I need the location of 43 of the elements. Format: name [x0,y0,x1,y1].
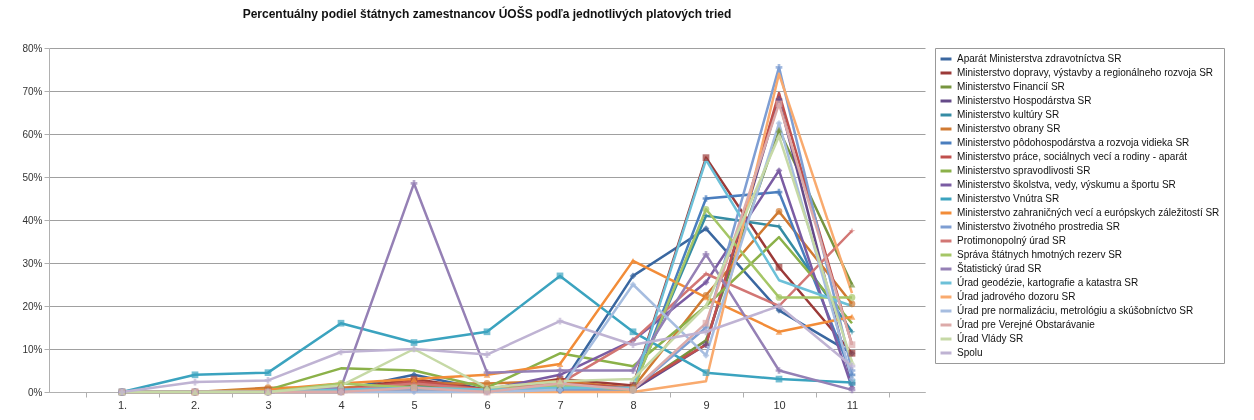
legend-label: Ministerstvo Hospodárstva SR [957,95,1092,106]
x-tick-label: 10 [773,398,786,411]
legend-label: Úrad pre normalizáciu, metrológiu a skúšobníctvo SR [957,304,1194,316]
legend-label: Úrad geodézie, kartografie a katastra SR [957,276,1139,288]
x-tick-label: 5 [411,398,418,411]
y-tick-label: 60% [22,128,43,140]
legend-label: Ministerstvo Vnútra SR [957,193,1060,204]
x-tick-label: 1. [117,398,128,411]
y-tick-label: 40% [22,214,43,226]
y-tick-label: 70% [22,85,43,97]
y-tick-label: 20% [22,300,43,312]
legend-label: Štatistický úrad SR [957,262,1042,274]
y-tick-label: 0% [28,386,43,398]
y-tick-label: 80% [22,42,43,54]
legend-label: Ministerstvo kultúry SR [957,109,1060,120]
legend-label: Ministerstvo Financií SR [957,81,1065,92]
x-tick-label: 11 [846,398,859,411]
legend-label: Ministerstvo dopravy, výstavby a regionálneho rozvoja SR [957,67,1214,78]
legend-label: Protimonopolný úrad SR [957,235,1066,246]
legend-label: Ministerstvo spravodlivosti SR [957,165,1091,176]
x-tick-label: 9 [703,398,710,411]
legend-label: Správa štátnych hmotných rezerv SR [957,249,1123,260]
legend-label: Ministerstvo práce, sociálnych vecí a rodiny - aparát [957,151,1188,162]
y-tick-label: 30% [22,257,43,269]
chart-title: Percentuálny podiel štátnych zamestnancov ÚOŠS podľa jednotlivých platových tried [242,6,732,21]
legend-label: Úrad Vlády SR [957,332,1024,344]
x-tick-label: 3 [265,398,272,411]
x-tick-label: 6 [484,398,491,411]
legend-label: Úrad pre Verejné Obstarávanie [957,318,1096,330]
legend-label: Ministerstvo obrany SR [957,123,1061,134]
legend-label: Spolu [957,347,983,358]
legend-label: Aparát Ministerstva zdravotníctva SR [957,53,1122,64]
x-tick-label: 2. [190,398,201,411]
legend-label: Úrad jadrového dozoru SR [957,290,1076,302]
legend-label: Ministerstvo školstva, vedy, výskumu a športu SR [957,179,1176,190]
x-tick-label: 7 [557,398,564,411]
y-tick-label: 10% [22,343,43,355]
legend-label: Ministerstvo zahraničných vecí a európskych záležitostí SR [957,207,1220,218]
legend-label: Ministerstvo pôdohospodárstva a rozvoja vidieka SR [957,137,1190,148]
legend-label: Ministerstvo životného prostredia SR [957,221,1120,232]
y-tick-label: 50% [22,171,43,183]
x-tick-label: 4 [338,398,345,411]
x-tick-label: 8 [630,398,637,411]
